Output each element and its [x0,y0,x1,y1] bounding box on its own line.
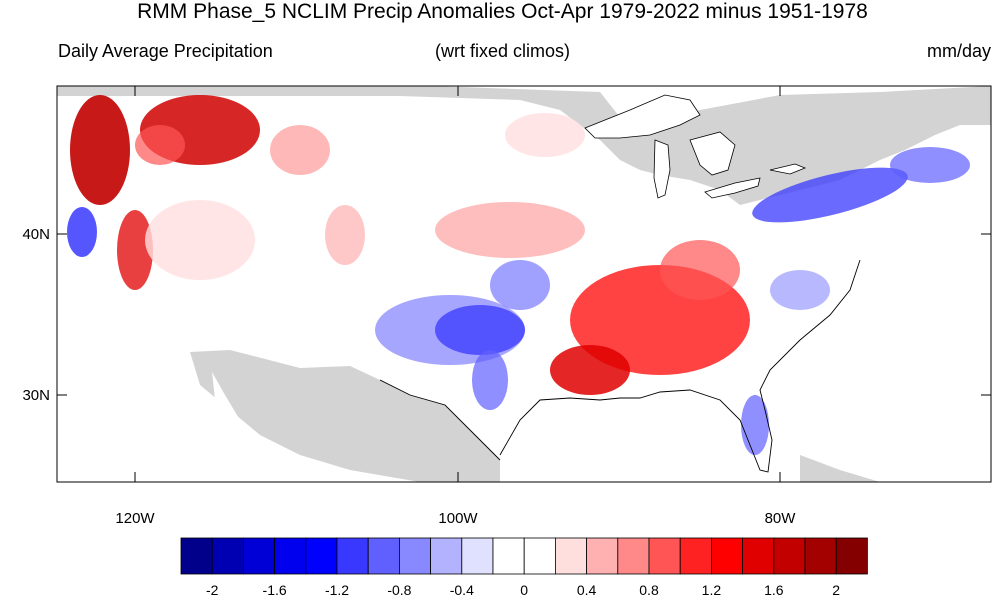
colorbar-swatch [679,537,712,575]
anomaly-colorado [325,205,365,265]
lake-superior [584,94,701,139]
colorbar-swatch [711,537,744,575]
lake-ontario [769,163,807,175]
colorbar-tick-label: 1.6 [764,582,784,597]
anomaly-field [67,95,970,455]
anomaly-tennessee [660,240,740,300]
lake-erie [704,177,761,199]
colorbar-swatch [305,537,338,575]
colorbar-swatch [398,537,431,575]
anomaly-florida [741,395,769,455]
canada-land [57,86,991,205]
coast-gulf-atlantic [499,259,861,473]
anomaly-carolinas [770,270,830,310]
colorbar-swatch [555,537,588,575]
anomaly-oklahoma [490,260,550,310]
colorbar-swatch [180,537,213,575]
colorbar-swatch [742,537,775,575]
subtitle-left: Daily Average Precipitation [58,41,273,61]
anomaly-oregon [135,125,185,165]
colorbar-tick-label: 2 [832,582,840,597]
colorbar-tick-label: -0.4 [450,582,474,597]
anomaly-california [67,207,97,257]
colorbar-tick-label: -2 [206,582,219,597]
map-frame [56,85,992,483]
colorbar-swatch [617,537,650,575]
colorbar-tick-label: 0.8 [639,582,659,597]
anomaly-great-basin [145,200,255,280]
anomaly-louisiana [550,345,630,395]
subtitle-center: (wrt fixed climos) [434,41,570,61]
border-mexico [379,379,501,461]
lat-label-40: 40N [22,226,50,243]
colorbar-swatch [648,537,681,575]
anomaly-plains [435,202,585,258]
colorbar: -2 -1.6 -1.2 -0.8 -0.4 0 0.4 0.8 1.2 1.6 2 [180,537,868,597]
colorbar-tick-label: 0.4 [577,582,597,597]
colorbar-swatch [835,537,868,575]
lake-huron [689,131,736,176]
lon-label-120: 120W [115,510,155,527]
anomaly-dakotas [505,113,585,157]
map-title: RMM Phase_5 NCLIM Precip Anomalies Oct-A… [137,0,868,23]
colorbar-swatch [336,537,369,575]
colorbar-tick-label: 0 [520,582,528,597]
colorbar-tick-label: -1.6 [263,582,287,597]
anomaly-pnw-coast [70,95,130,205]
colorbar-swatch [367,537,400,575]
colorbar-swatch [211,537,244,575]
lon-label-80: 80W [765,510,797,527]
colorbar-swatch [430,537,463,575]
colorbar-swatch [586,537,619,575]
colorbar-swatch [242,537,275,575]
colorbar-swatch [461,537,494,575]
lon-label-100: 100W [438,510,478,527]
colorbar-swatch [492,537,525,575]
colorbar-swatch [274,537,307,575]
anomaly-northeast [752,167,908,223]
land-mask [57,86,991,482]
anomaly-new-england [890,147,970,183]
colorbar-tick-label: -1.2 [325,582,349,597]
subtitle-units: mm/day [926,41,991,61]
lat-label-30: 30N [22,387,50,404]
colorbar-tick-label: -0.8 [387,582,411,597]
colorbar-swatch [804,537,837,575]
anomaly-texas [435,305,525,355]
colorbar-tick-label: 1.2 [702,582,722,597]
great-lakes [584,94,807,199]
colorbar-swatch [773,537,806,575]
mexico-land [190,350,500,482]
anomaly-montana [270,125,330,175]
cuba-land [800,455,880,482]
anomaly-south-texas [472,350,508,410]
lake-michigan [653,139,671,199]
anomaly-sierra [117,210,153,290]
axis-ticks [57,86,991,482]
gulf-of-california [212,372,280,478]
colorbar-swatch [523,537,556,575]
